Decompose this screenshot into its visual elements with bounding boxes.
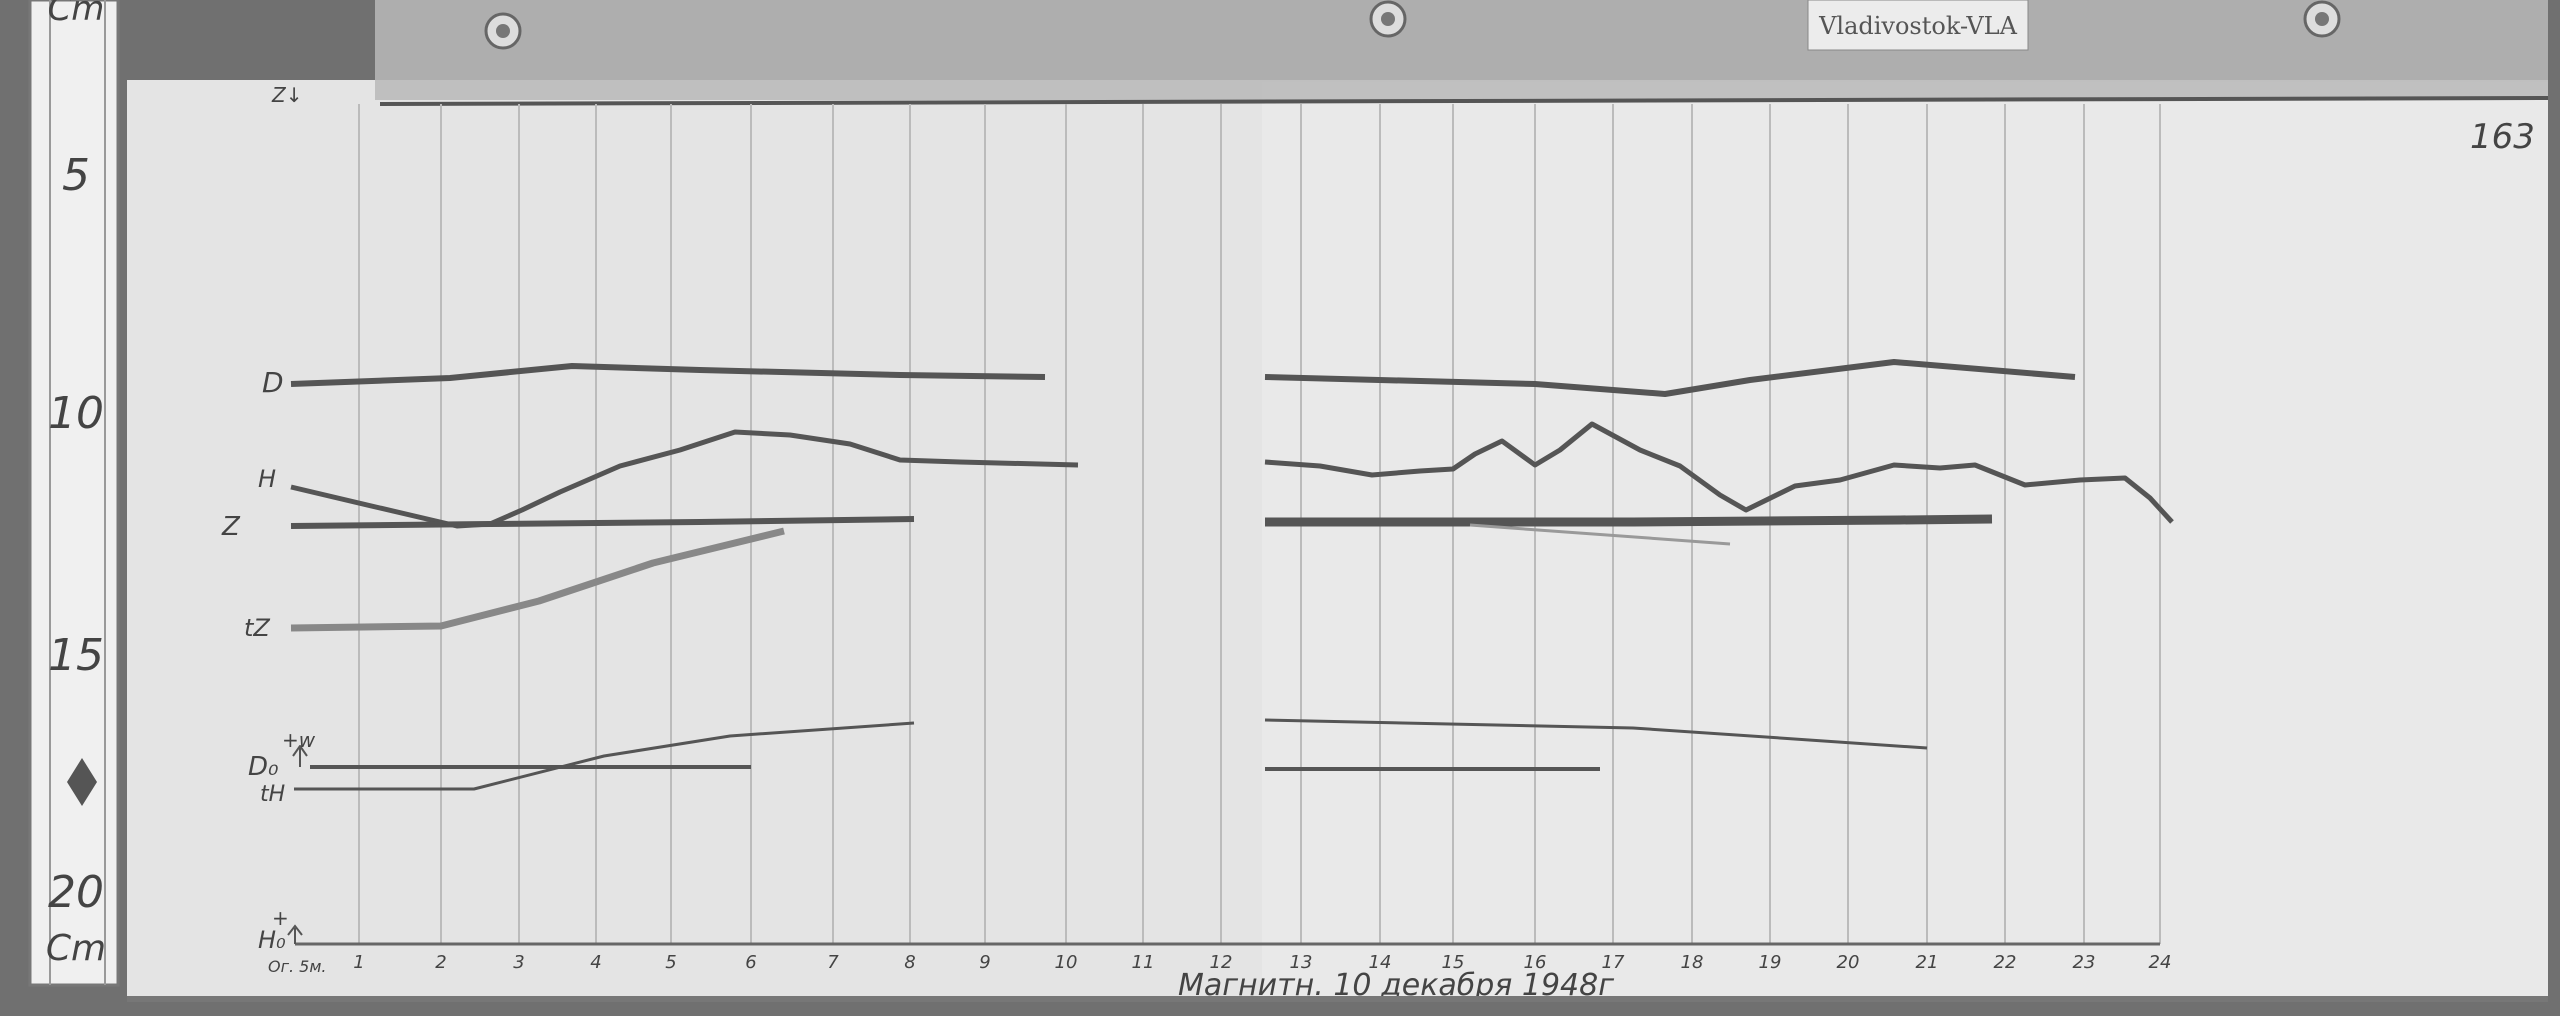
trace-z-faint	[1469, 523, 1731, 546]
hour-tick-label: 11	[1132, 952, 1155, 973]
clamp-edge	[379, 96, 2549, 106]
ruler-unit-top: Cm	[48, 0, 105, 29]
station-label-card	[1807, 0, 2029, 51]
start-note: Ог. 5м.	[268, 957, 327, 976]
ruler-mark: 10	[48, 388, 104, 439]
screw-icon	[1369, 0, 1407, 38]
trace-d	[290, 363, 1046, 387]
hour-tick-label: 2	[435, 952, 446, 973]
arrow-up-icon	[292, 745, 308, 767]
label-h: H	[258, 465, 276, 493]
hour-tick-label: 19	[1759, 952, 1782, 973]
hour-tick-label: 24	[2149, 952, 2172, 973]
hour-tick-label: 16	[1524, 952, 1547, 973]
hour-tick-label: 18	[1681, 952, 1704, 973]
hour-tick-label: 10	[1055, 952, 1078, 973]
label-d0: D₀	[248, 752, 279, 782]
hour-tick-label: 21	[1916, 952, 1939, 973]
ruler-pin-icon	[67, 758, 97, 806]
label-th: tH	[260, 782, 285, 807]
arrow-up-icon	[287, 924, 303, 944]
station-label: Vladivostok-VLA	[1818, 12, 2018, 40]
trace-d	[1264, 359, 2076, 397]
hour-tick-label: 7	[827, 952, 839, 973]
ruler-unit-bottom: Cm	[46, 928, 106, 969]
hour-tick-label: 3	[513, 952, 524, 973]
paper-right-half	[1262, 82, 2548, 998]
hour-tick-label: 20	[1837, 952, 1860, 973]
hour-tick-labels: 1 2 3 4 5 6 7 8 9 10 11 12 13 14 15 16 17 18 19 20 21 22 23 24	[353, 952, 2171, 973]
sheet-number: 163	[2470, 117, 2535, 157]
cm-ruler	[28, 0, 120, 987]
screw-icon	[484, 12, 522, 50]
trace-h	[1264, 421, 2174, 524]
ruler-mark: 5	[62, 150, 90, 201]
hour-tick-label: 13	[1290, 952, 1313, 973]
trace-th	[294, 721, 915, 791]
label-plus: +	[272, 906, 289, 930]
hour-tick-label: 4	[590, 952, 601, 973]
z-direction-label: Z↓	[271, 83, 302, 107]
hour-tick-label: 17	[1602, 952, 1625, 973]
hour-tick-label: 1	[353, 952, 364, 973]
hour-tick-label: 12	[1210, 952, 1233, 973]
ruler-mark: 20	[48, 867, 104, 918]
ruler-mark: 15	[48, 630, 104, 681]
hour-tick-label: 6	[745, 952, 756, 973]
trace-th	[1264, 718, 1928, 750]
label-h0: H₀	[258, 926, 286, 954]
label-tz: tZ	[244, 614, 270, 642]
trace-tz	[290, 527, 785, 632]
plexi-clamp	[375, 0, 2548, 100]
hour-tick-label: 23	[2073, 952, 2096, 973]
hour-tick-label: 15	[1442, 952, 1465, 973]
hour-tick-label: 22	[1994, 952, 2017, 973]
label-d: D	[262, 366, 284, 399]
hour-tick-label: 9	[979, 952, 990, 973]
trace-z	[1265, 514, 1993, 527]
label-w: +w	[282, 728, 316, 752]
hour-tick-label: 8	[904, 952, 915, 973]
label-z: Z	[221, 512, 241, 542]
hour-tick-label: 5	[665, 952, 676, 973]
hour-tick-label: 14	[1369, 952, 1392, 973]
trace-z	[290, 516, 915, 529]
screw-icon	[2303, 0, 2341, 38]
